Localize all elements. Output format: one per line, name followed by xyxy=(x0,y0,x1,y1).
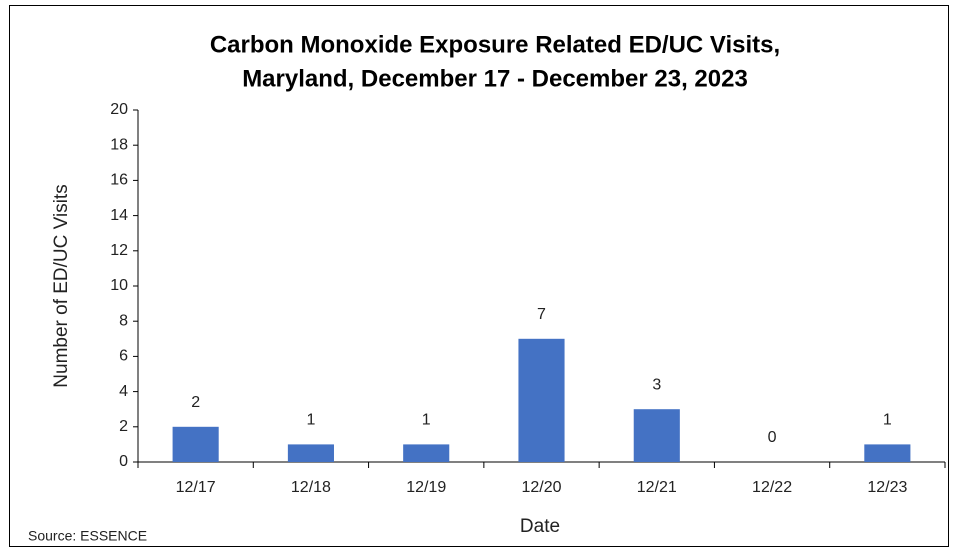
y-tick-label: 18 xyxy=(110,136,128,153)
data-label: 0 xyxy=(768,429,777,446)
y-tick-label: 6 xyxy=(119,348,128,365)
y-tick-label: 4 xyxy=(119,383,128,400)
y-tick-label: 2 xyxy=(119,418,128,435)
chart-border xyxy=(9,5,949,547)
y-axis-label: Number of ED/UC Visits xyxy=(51,184,72,387)
bar xyxy=(287,444,334,462)
bar xyxy=(518,338,565,462)
y-tick-label: 8 xyxy=(119,312,128,329)
data-label: 1 xyxy=(422,412,431,429)
x-tick-label: 12/22 xyxy=(752,479,792,496)
y-tick-label: 16 xyxy=(110,172,128,189)
y-tick-label: 14 xyxy=(110,207,128,224)
chart-title: Carbon Monoxide Exposure Related ED/UC V… xyxy=(210,31,780,58)
bar xyxy=(403,444,450,462)
data-label: 7 xyxy=(537,306,546,323)
data-label: 2 xyxy=(191,394,200,411)
y-tick-label: 10 xyxy=(110,277,128,294)
y-tick-label: 12 xyxy=(110,242,128,259)
x-tick-label: 12/20 xyxy=(521,479,561,496)
bar xyxy=(633,409,680,462)
x-axis-label: Date xyxy=(520,516,560,537)
source: Source: ESSENCE xyxy=(28,528,147,544)
bar xyxy=(172,426,219,462)
x-tick-label: 12/21 xyxy=(637,479,677,496)
y-tick-label: 20 xyxy=(110,101,128,118)
x-tick-label: 12/17 xyxy=(176,479,216,496)
data-label: 1 xyxy=(883,412,892,429)
bar xyxy=(864,444,911,462)
x-tick-label: 12/19 xyxy=(406,479,446,496)
x-tick-label: 12/18 xyxy=(291,479,331,496)
data-label: 1 xyxy=(306,412,315,429)
chart-title: Maryland, December 17 - December 23, 202… xyxy=(242,65,748,92)
y-tick-label: 0 xyxy=(119,453,128,470)
data-label: 3 xyxy=(652,376,661,393)
x-tick-label: 12/23 xyxy=(867,479,907,496)
